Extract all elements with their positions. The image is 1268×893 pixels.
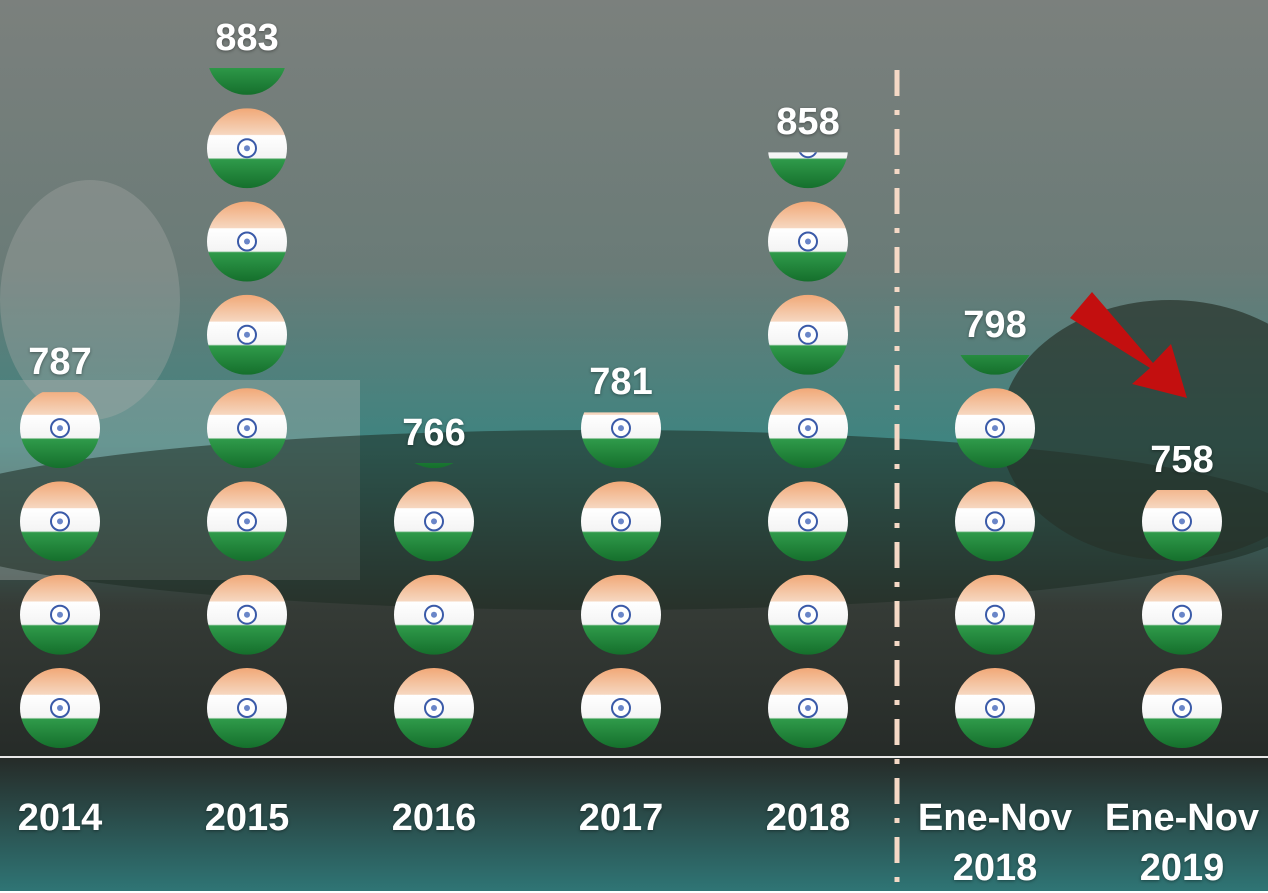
x-tick-label: 2017 <box>531 793 711 843</box>
flag-icon <box>1142 668 1222 748</box>
value-label: 787 <box>0 337 150 387</box>
icon-stack <box>955 295 1035 748</box>
flag-icon <box>20 388 100 468</box>
flag-icon <box>207 295 287 375</box>
flag-icon <box>207 388 287 468</box>
flag-icon <box>768 202 848 282</box>
flag-icon <box>768 668 848 748</box>
flag-icon <box>207 108 287 188</box>
flag-icon <box>955 668 1035 748</box>
chart-canvas <box>0 0 1268 891</box>
value-label: 798 <box>905 300 1085 350</box>
value-label: 858 <box>718 97 898 147</box>
flag-icon <box>581 481 661 561</box>
icon-stack <box>1142 481 1222 748</box>
flag-icon <box>20 668 100 748</box>
x-tick-label: Ene-Nov 2019 <box>1092 793 1268 893</box>
flag-icon <box>581 668 661 748</box>
flag-icon <box>581 575 661 655</box>
flag-icon <box>955 575 1035 655</box>
value-label: 758 <box>1092 435 1268 485</box>
flag-icon <box>207 575 287 655</box>
flag-icon <box>207 202 287 282</box>
flag-icon <box>768 481 848 561</box>
flag-icon <box>20 575 100 655</box>
x-tick-label: 2015 <box>157 793 337 843</box>
x-tick-label: 2018 <box>718 793 898 843</box>
flag-icon <box>955 481 1035 561</box>
flag-icon <box>207 481 287 561</box>
flag-icon <box>394 668 474 748</box>
flag-icon <box>207 668 287 748</box>
value-label: 766 <box>344 408 524 458</box>
flag-icon <box>394 481 474 561</box>
chart: 787 2014 883 2015 766 2016 781 2017 858 2018 798 En… <box>0 0 1268 891</box>
flag-icon <box>394 575 474 655</box>
flag-icon <box>768 295 848 375</box>
flag-icon <box>20 481 100 561</box>
value-label: 781 <box>531 357 711 407</box>
x-tick-label: Ene-Nov 2018 <box>905 793 1085 893</box>
x-tick-label: 2016 <box>344 793 524 843</box>
flag-icon <box>768 575 848 655</box>
flag-icon <box>768 388 848 468</box>
x-tick-label: 2014 <box>0 793 150 843</box>
flag-icon <box>1142 575 1222 655</box>
flag-icon <box>1142 481 1222 561</box>
flag-icon <box>955 388 1035 468</box>
value-label: 883 <box>157 13 337 63</box>
